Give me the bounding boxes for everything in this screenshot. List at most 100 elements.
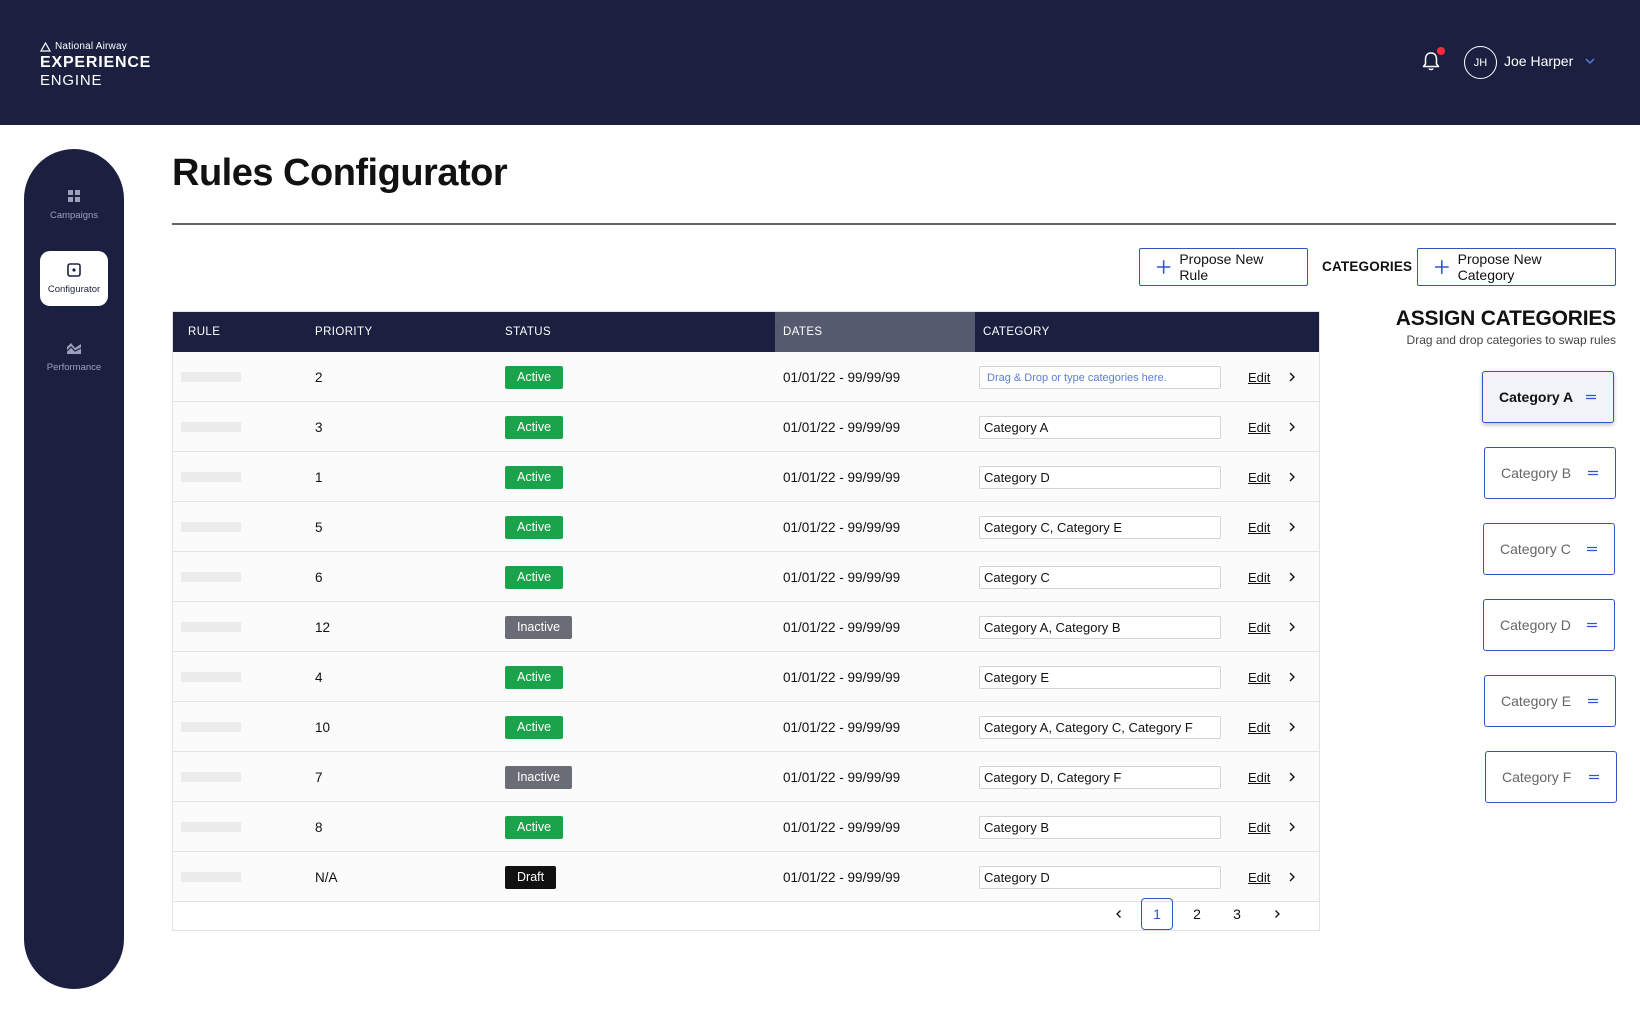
table-row[interactable]: 10 Active 01/01/22 - 99/99/99 Category A, C… (173, 702, 1319, 752)
logo-top-line: National Airway (40, 41, 151, 52)
column-header-status[interactable]: STATUS (505, 326, 552, 338)
category-input[interactable]: Category B (979, 816, 1221, 839)
category-input[interactable]: Category D (979, 866, 1221, 889)
table-row[interactable]: 8 Active 01/01/22 - 99/99/99 Category B Edit (173, 802, 1319, 852)
table-row[interactable]: 2 Active 01/01/22 - 99/99/99 Drag & Drop or… (173, 352, 1319, 402)
user-name[interactable]: Joe Harper (1504, 53, 1574, 69)
app-logo[interactable]: National Airway EXPERIENCE ENGINE (40, 41, 151, 89)
priority-cell: 8 (315, 819, 323, 835)
column-header-priority[interactable]: PRIORITY (315, 326, 373, 338)
categories-label: CATEGORIES (1322, 259, 1413, 274)
category-input[interactable]: Drag & Drop or type categories here. (979, 366, 1221, 389)
configurator-icon (67, 263, 81, 277)
notification-bell-icon[interactable] (1420, 50, 1442, 72)
pagination-page-2[interactable]: 2 (1193, 906, 1201, 922)
edit-link[interactable]: Edit (1248, 669, 1271, 685)
drag-handle-icon[interactable] (1586, 621, 1598, 629)
column-header-dates[interactable]: DATES (783, 326, 823, 338)
edit-link[interactable]: Edit (1248, 719, 1271, 735)
propose-new-category-label: Propose New Category (1457, 251, 1542, 283)
status-badge: Active (505, 665, 564, 689)
column-header-rule[interactable]: RULE (188, 326, 221, 338)
edit-link[interactable]: Edit (1248, 869, 1271, 885)
edit-link[interactable]: Edit (1248, 519, 1271, 535)
category-input[interactable]: Category A, Category B (979, 616, 1221, 639)
chevron-right-icon[interactable] (1286, 871, 1298, 883)
chevron-right-icon[interactable] (1286, 821, 1298, 833)
sidebar-item-campaigns[interactable]: Campaigns (40, 177, 108, 232)
chevron-right-icon[interactable] (1286, 671, 1298, 683)
category-card-e[interactable]: Category E (1484, 675, 1616, 727)
pagination-page-3[interactable]: 3 (1233, 906, 1241, 922)
sidebar-item-configurator[interactable]: Configurator (40, 251, 108, 306)
plus-icon (1434, 260, 1449, 274)
drag-handle-icon[interactable] (1588, 773, 1600, 781)
chevron-right-icon[interactable] (1286, 521, 1298, 533)
category-input[interactable]: Category E (979, 666, 1221, 689)
category-input[interactable]: Category C (979, 566, 1221, 589)
rule-name-placeholder (181, 822, 241, 832)
column-header-category[interactable]: CATEGORY (983, 326, 1050, 338)
rules-table: RULE PRIORITY STATUS DATES CATEGORY 2 Act… (172, 311, 1320, 931)
table-row[interactable]: N/A Draft 01/01/22 - 99/99/99 Category D Edi… (173, 852, 1319, 902)
table-row[interactable]: 3 Active 01/01/22 - 99/99/99 Category A Edit (173, 402, 1319, 452)
category-input[interactable]: Category A (979, 416, 1221, 439)
table-row[interactable]: 12 Inactive 01/01/22 - 99/99/99 Category A,… (173, 602, 1319, 652)
category-input[interactable]: Category D (979, 466, 1221, 489)
chevron-right-icon[interactable] (1286, 721, 1298, 733)
chevron-right-icon[interactable] (1286, 771, 1298, 783)
edit-link[interactable]: Edit (1248, 419, 1271, 435)
edit-link[interactable]: Edit (1248, 819, 1271, 835)
pagination-prev[interactable] (1103, 898, 1135, 930)
chevron-right-icon[interactable] (1286, 471, 1298, 483)
propose-new-rule-button[interactable]: Propose New Rule (1139, 248, 1308, 286)
drag-handle-icon[interactable] (1587, 469, 1599, 477)
priority-cell: N/A (315, 869, 338, 885)
rule-name-placeholder (181, 622, 241, 632)
chevron-right-icon[interactable] (1286, 621, 1298, 633)
drag-handle-icon[interactable] (1586, 545, 1598, 553)
category-card-a[interactable]: Category A (1482, 371, 1614, 423)
category-card-f[interactable]: Category F (1485, 751, 1617, 803)
sidebar-item-performance[interactable]: Performance (40, 329, 108, 384)
chevron-down-icon[interactable] (1584, 55, 1596, 67)
table-row[interactable]: 7 Inactive 01/01/22 - 99/99/99 Category D, … (173, 752, 1319, 802)
chevron-right-icon[interactable] (1286, 371, 1298, 383)
category-card-c[interactable]: Category C (1483, 523, 1615, 575)
drag-handle-icon[interactable] (1585, 393, 1597, 401)
sidebar-item-label: Configurator (47, 284, 101, 295)
dates-cell: 01/01/22 - 99/99/99 (783, 469, 901, 485)
edit-link[interactable]: Edit (1248, 769, 1271, 785)
drag-handle-icon[interactable] (1587, 697, 1599, 705)
category-card-b[interactable]: Category B (1484, 447, 1616, 499)
edit-link[interactable]: Edit (1248, 619, 1271, 635)
table-row[interactable]: 4 Active 01/01/22 - 99/99/99 Category E Edit (173, 652, 1319, 702)
edit-link[interactable]: Edit (1248, 469, 1271, 485)
edit-link[interactable]: Edit (1248, 569, 1271, 585)
page-title: Rules Configurator (172, 152, 508, 194)
table-row[interactable]: 1 Active 01/01/22 - 99/99/99 Category D Edit (173, 452, 1319, 502)
category-input[interactable]: Category A, Category C, Category F (979, 716, 1221, 739)
category-card-label: Category A (1499, 389, 1574, 405)
category-card-d[interactable]: Category D (1483, 599, 1615, 651)
category-input[interactable]: Category C, Category E (979, 516, 1221, 539)
category-input[interactable]: Category D, Category F (979, 766, 1221, 789)
dates-cell: 01/01/22 - 99/99/99 (783, 519, 901, 535)
dates-cell: 01/01/22 - 99/99/99 (783, 619, 901, 635)
sidebar: Campaigns Configurator Performance (24, 149, 124, 989)
pagination-page-1[interactable]: 1 (1141, 898, 1173, 930)
top-bar: National Airway EXPERIENCE ENGINE JH Joe… (0, 0, 1640, 125)
priority-cell: 12 (315, 619, 331, 635)
status-badge: Active (505, 415, 564, 439)
table-row[interactable]: 5 Active 01/01/22 - 99/99/99 Category C, Ca… (173, 502, 1319, 552)
table-row[interactable]: 6 Active 01/01/22 - 99/99/99 Category C Edit (173, 552, 1319, 602)
avatar[interactable]: JH (1464, 46, 1497, 79)
chevron-right-icon[interactable] (1286, 571, 1298, 583)
dates-cell: 01/01/22 - 99/99/99 (783, 719, 901, 735)
dates-cell: 01/01/22 - 99/99/99 (783, 819, 901, 835)
pagination-next[interactable] (1261, 898, 1293, 930)
logo-top-text: National Airway (55, 41, 127, 52)
edit-link[interactable]: Edit (1248, 369, 1271, 385)
chevron-right-icon[interactable] (1286, 421, 1298, 433)
propose-new-category-button[interactable]: Propose New Category (1417, 248, 1616, 286)
